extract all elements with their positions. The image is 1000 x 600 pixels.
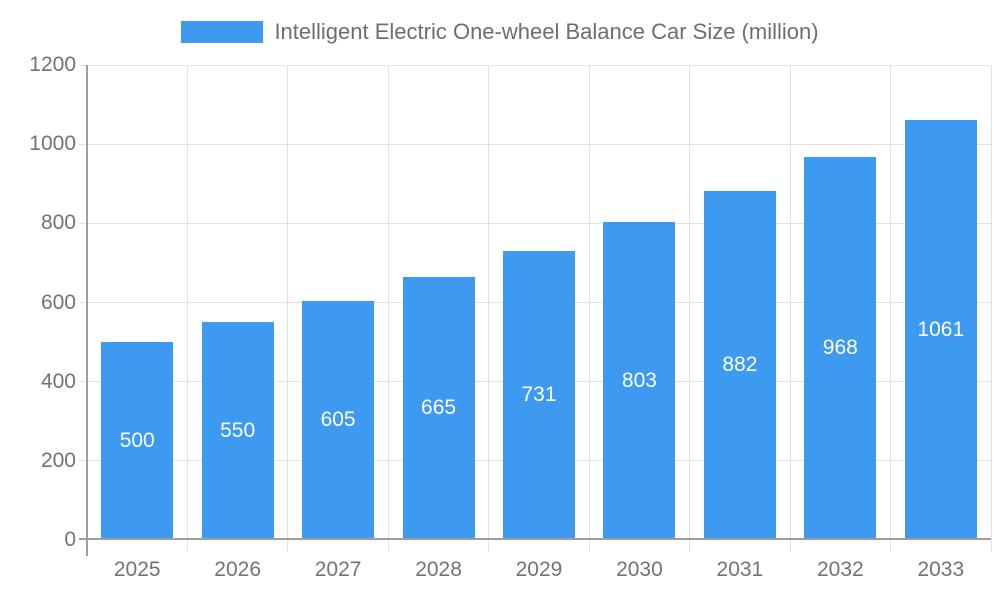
x-axis-label: 2029 [515, 558, 563, 581]
gridline-vertical [488, 65, 490, 540]
y-axis-label: 0 [64, 528, 76, 551]
bar-value-label: 968 [822, 336, 858, 360]
bar-value-label: 1061 [917, 318, 965, 341]
gridline-vertical [689, 65, 691, 540]
gridline-horizontal [79, 64, 991, 66]
x-axis-label: 2025 [113, 558, 161, 581]
x-axis-tick [287, 540, 289, 552]
y-axis-label: 600 [40, 290, 76, 314]
x-axis-label: 2028 [415, 558, 462, 581]
bar: 500 [101, 342, 174, 540]
y-axis-label: 1200 [29, 53, 76, 76]
bar: 1061 [904, 120, 977, 540]
bar-value-label: 605 [320, 408, 356, 432]
x-axis-label: 2032 [816, 558, 864, 581]
gridline-horizontal [79, 143, 991, 145]
gridline-vertical [789, 65, 791, 540]
x-axis-tick [990, 540, 992, 552]
bar: 665 [402, 276, 475, 540]
legend-swatch [181, 21, 264, 43]
bar: 968 [804, 156, 877, 540]
y-axis-line [86, 65, 88, 556]
x-axis-tick [488, 540, 490, 552]
bar-value-label: 500 [119, 429, 155, 453]
x-axis-label: 2026 [214, 558, 262, 581]
x-axis-tick [789, 540, 791, 552]
x-axis-tick [186, 540, 188, 552]
x-axis-label: 2033 [917, 558, 965, 581]
x-axis-label: 2027 [314, 558, 362, 581]
bar-value-label: 665 [421, 396, 457, 420]
bar-value-label: 803 [621, 369, 657, 393]
legend[interactable]: Intelligent Electric One-wheel Balance C… [0, 18, 1000, 46]
bar: 550 [201, 322, 274, 540]
gridline-vertical [990, 65, 992, 540]
bar-value-label: 882 [722, 353, 758, 377]
x-axis-tick [890, 540, 892, 552]
bar: 882 [703, 190, 776, 540]
y-axis-label: 200 [40, 448, 76, 472]
gridline-vertical [287, 65, 289, 540]
x-axis-label: 2030 [616, 558, 663, 581]
legend-label: Intelligent Electric One-wheel Balance C… [274, 19, 819, 44]
gridline-vertical [186, 65, 188, 540]
bar-value-label: 731 [521, 383, 557, 407]
bar: 803 [603, 222, 676, 540]
x-axis-tick [588, 540, 590, 552]
x-axis-tick [387, 540, 389, 552]
bar: 605 [302, 300, 375, 540]
y-axis-label: 1000 [29, 132, 76, 156]
gridline-vertical [890, 65, 892, 540]
y-axis-label: 800 [40, 211, 76, 235]
plot-area: 0 200 400 600 800 1000 1200 500 2025 550 2026 605 20… [29, 53, 992, 581]
x-axis-tick [689, 540, 691, 552]
bar: 731 [503, 250, 575, 540]
gridline-vertical [387, 65, 389, 540]
bar-value-label: 550 [220, 419, 256, 443]
y-axis-label: 400 [40, 369, 76, 393]
gridline-vertical [588, 65, 590, 540]
x-axis-line [79, 538, 991, 540]
gridline-horizontal [79, 222, 991, 224]
x-axis-label: 2031 [716, 558, 764, 581]
